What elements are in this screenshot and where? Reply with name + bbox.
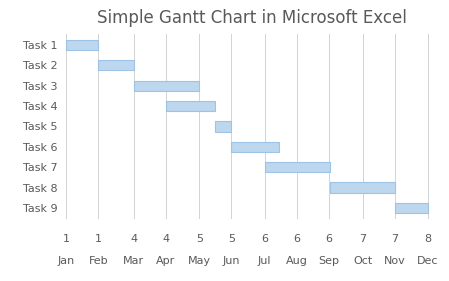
Text: 4: 4 <box>130 234 137 244</box>
Text: Aug: Aug <box>286 256 308 266</box>
Text: Apr: Apr <box>156 256 176 266</box>
Text: Jul: Jul <box>258 256 271 266</box>
Bar <box>134 81 199 91</box>
Text: 1: 1 <box>62 234 70 244</box>
Bar <box>66 40 98 50</box>
Text: Oct: Oct <box>353 256 372 266</box>
Text: Jun: Jun <box>223 256 240 266</box>
Text: 4: 4 <box>163 234 170 244</box>
Text: 6: 6 <box>293 234 300 244</box>
Text: Sep: Sep <box>319 256 339 266</box>
Text: 1: 1 <box>95 234 102 244</box>
Bar <box>98 60 134 71</box>
Text: Jan: Jan <box>57 256 75 266</box>
Text: 6: 6 <box>326 234 333 244</box>
Text: 8: 8 <box>425 234 431 244</box>
Bar <box>166 101 216 111</box>
Bar <box>264 162 330 172</box>
Text: 5: 5 <box>228 234 235 244</box>
Text: 5: 5 <box>196 234 202 244</box>
Text: 7: 7 <box>359 234 366 244</box>
Text: Mar: Mar <box>123 256 144 266</box>
Text: May: May <box>188 256 211 266</box>
Bar <box>231 142 279 152</box>
Text: Feb: Feb <box>88 256 108 266</box>
Text: 6: 6 <box>261 234 268 244</box>
Bar <box>330 182 395 193</box>
Text: Nov: Nov <box>384 256 406 266</box>
Bar <box>395 203 428 213</box>
Text: 7: 7 <box>392 234 398 244</box>
Bar <box>216 121 231 132</box>
Text: Dec: Dec <box>417 256 439 266</box>
Title: Simple Gantt Chart in Microsoft Excel: Simple Gantt Chart in Microsoft Excel <box>97 9 406 27</box>
